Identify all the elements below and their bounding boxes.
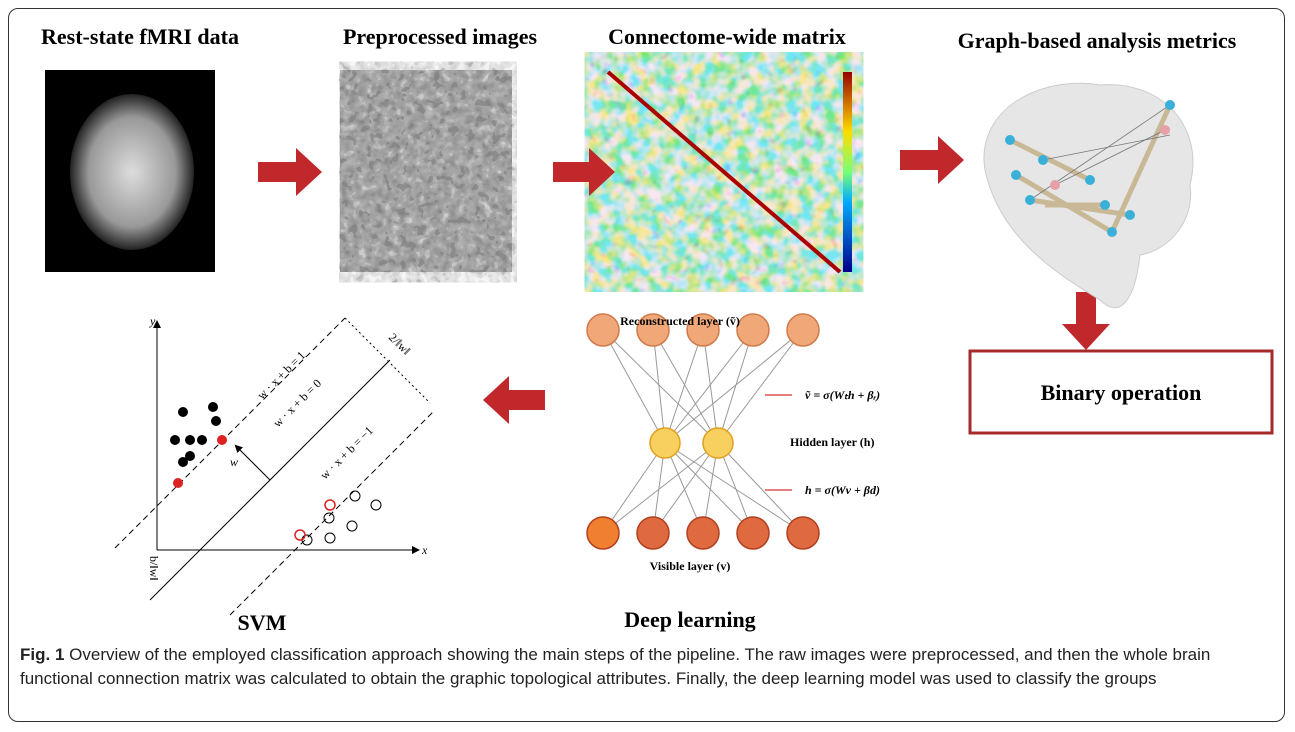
class-neg [371, 500, 381, 510]
svm-label: w [230, 455, 238, 469]
class-pos [170, 402, 221, 467]
caption: Fig. 1 Overview of the employed classifi… [20, 643, 1270, 691]
layer-label: Visible layer (v) [650, 559, 731, 573]
class-neg [302, 535, 312, 545]
brain-nodes-pink [1160, 125, 1170, 135]
equation: ṽ = σ(Wₜh + βᵣ) [805, 388, 880, 402]
brain-nodes-pink [1050, 180, 1060, 190]
colorbar [843, 72, 852, 272]
support-pos [217, 435, 227, 445]
brain-3d [984, 83, 1193, 307]
brain-nodes [1165, 100, 1175, 110]
binary-label: Binary operation [1041, 380, 1202, 405]
panel-title: Deep learning [624, 607, 755, 632]
net-edge [603, 330, 665, 443]
brain-outline [984, 83, 1193, 307]
class-pos [208, 402, 218, 412]
caption-text: Overview of the employed classification … [20, 645, 1210, 688]
class-pos [170, 435, 180, 445]
page: Rest-state fMRI data Preprocessed images… [0, 0, 1295, 732]
axis-label: y [149, 314, 156, 328]
margin-line [115, 318, 345, 548]
caption-label: Fig. 1 [20, 645, 64, 664]
arrow [483, 376, 545, 424]
node [787, 517, 819, 549]
brain-nodes [1085, 175, 1095, 185]
class-neg [324, 513, 334, 523]
net-edge [665, 330, 703, 443]
panel-title: Preprocessed images [343, 24, 538, 49]
figure: Rest-state fMRI data Preprocessed images… [0, 0, 1295, 640]
preprocessed-brain [354, 80, 502, 264]
class-pos [197, 435, 207, 445]
brain-nodes [1005, 135, 1015, 145]
fmri-brain [70, 94, 194, 250]
net-edge [718, 330, 803, 443]
layer-label: Hidden layer (h) [790, 435, 874, 449]
net-edge [665, 330, 753, 443]
class-neg [325, 533, 335, 543]
node [703, 428, 733, 458]
brain-nodes [1025, 195, 1035, 205]
class-pos [178, 407, 188, 417]
arrow [258, 148, 322, 196]
svm-label: 2/‖w‖ [386, 330, 413, 357]
node [687, 517, 719, 549]
brain-nodes [1107, 227, 1117, 237]
svm-plot: y x w w · x + b = 1 w · x + b = 0 w · x … [115, 314, 435, 615]
class-pos [185, 435, 195, 445]
support-neg [325, 500, 335, 510]
svm-label: w · x + b = −1 [317, 423, 376, 482]
panel-title: SVM [238, 610, 287, 635]
svm-label: b/‖w‖ [147, 556, 161, 581]
node [737, 517, 769, 549]
class-pos [211, 416, 221, 426]
axis-label: x [421, 543, 428, 557]
brain-nodes [1038, 155, 1048, 165]
panel-title: Graph-based analysis metrics [958, 28, 1237, 53]
support-pos [173, 478, 183, 488]
node [637, 517, 669, 549]
brain-nodes [1011, 170, 1021, 180]
net-edge [603, 330, 718, 443]
layer-label: Reconstructed layer (ṽ) [620, 314, 740, 328]
margin-line [230, 410, 435, 615]
node [737, 314, 769, 346]
arrow [900, 136, 964, 184]
support-neg [295, 530, 305, 540]
class-neg [347, 521, 357, 531]
class-neg [350, 491, 360, 501]
normal-vector [236, 446, 270, 480]
node [787, 314, 819, 346]
panel-title: Connectome-wide matrix [608, 24, 846, 49]
support-neg [295, 500, 335, 540]
brain-nodes [1125, 210, 1135, 220]
brain-nodes [1100, 200, 1110, 210]
panel-title: Rest-state fMRI data [41, 24, 239, 49]
margin-width [345, 318, 430, 403]
node [650, 428, 680, 458]
class-neg [302, 491, 381, 545]
node [587, 314, 619, 346]
equation: h = σ(Wv + βd) [805, 483, 880, 497]
net-edges [603, 330, 803, 533]
class-pos [185, 451, 195, 461]
net-edge [718, 330, 753, 443]
node [587, 517, 619, 549]
net-edge [703, 330, 718, 443]
arrow [553, 148, 615, 196]
